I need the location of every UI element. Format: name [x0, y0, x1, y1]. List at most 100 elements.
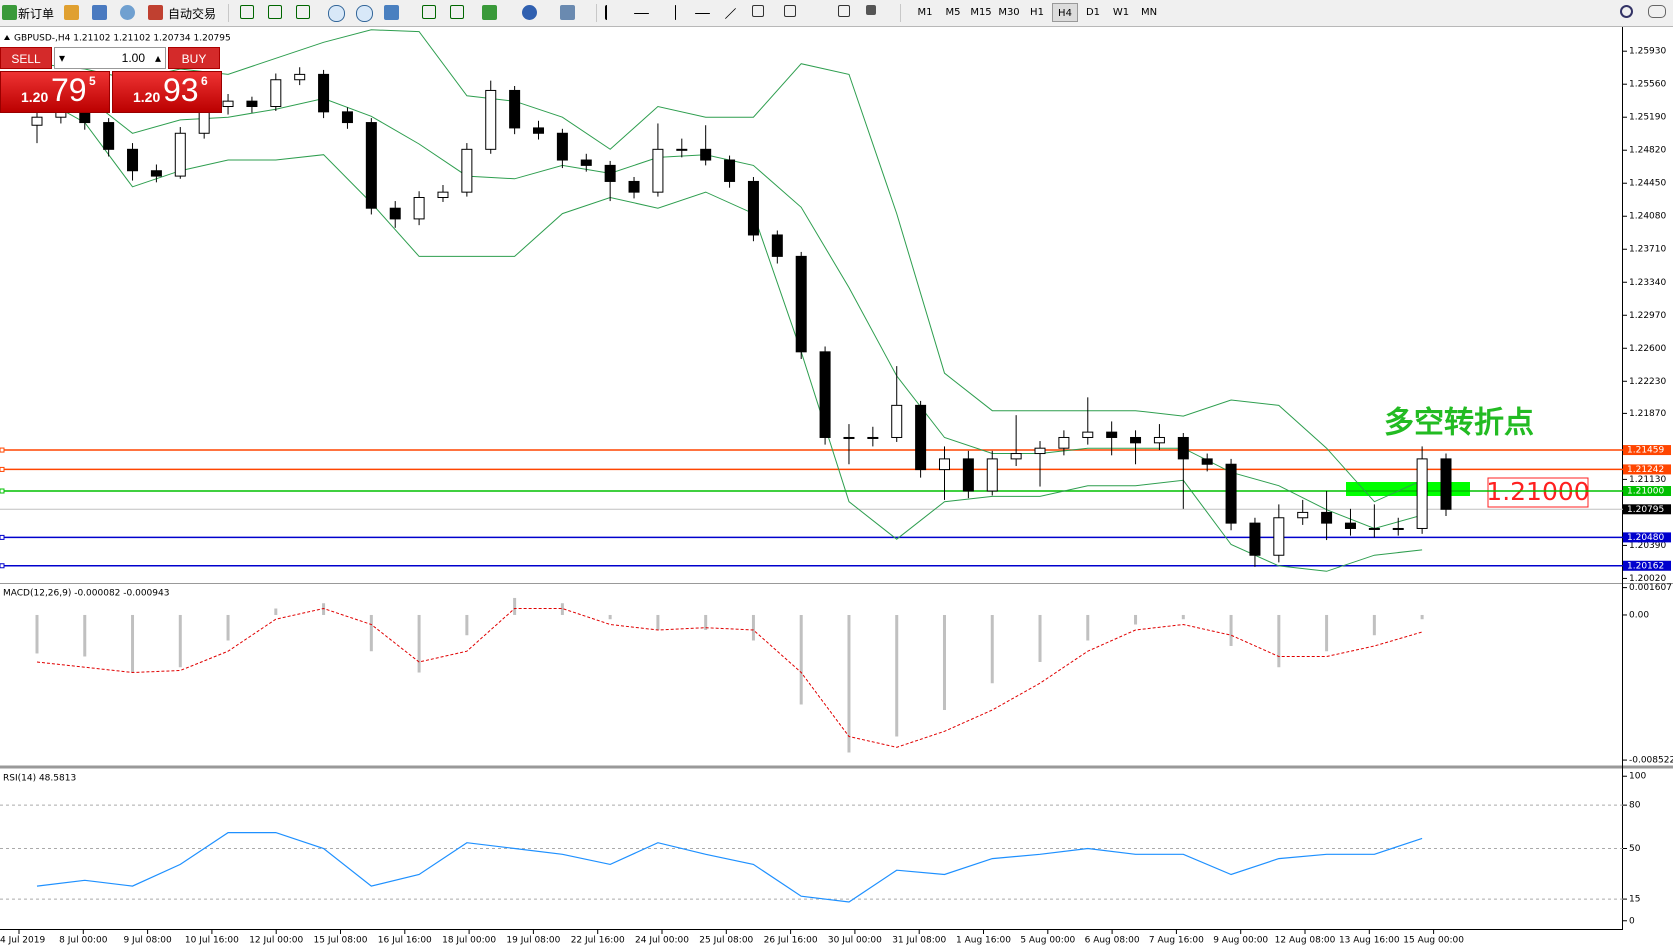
candle-chart-icon[interactable]	[268, 5, 282, 19]
indicators-icon[interactable]	[482, 5, 497, 20]
x-tick-label: 7 Aug 16:00	[1149, 936, 1204, 946]
lot-up[interactable]: ▴	[154, 51, 161, 65]
timeframe-button[interactable]: M30	[998, 7, 1020, 18]
annotation-box	[1487, 477, 1589, 508]
candle-body	[1297, 511, 1309, 519]
sell-price-prefix: 1.20	[21, 89, 49, 105]
periods-icon[interactable]	[522, 5, 537, 20]
timeframe-button[interactable]: M5	[945, 7, 961, 18]
x-tick-label: 22 Jul 16:00	[571, 936, 625, 946]
candle-body	[1082, 431, 1094, 438]
candle-body	[1273, 517, 1285, 556]
timeframe-button[interactable]: D1	[1085, 7, 1101, 18]
templates-icon[interactable]	[560, 5, 575, 20]
candle-body	[580, 159, 592, 166]
tile-icon[interactable]	[384, 5, 399, 20]
hline-icon[interactable]	[695, 13, 710, 14]
new-order-button[interactable]: 新订单	[18, 7, 55, 21]
buy-price-prefix: 1.20	[133, 89, 161, 105]
candle-body	[867, 436, 879, 439]
annotation-text: 多空转折点	[1384, 406, 1534, 441]
candle-body	[1440, 458, 1452, 510]
candle-body	[843, 436, 855, 439]
timeframe-button[interactable]: H4	[1052, 3, 1078, 22]
candle-body	[556, 132, 568, 161]
candle-body	[604, 164, 616, 182]
lot-field[interactable]: ▾ 1.00 ▴	[54, 47, 166, 69]
bollinger-upper	[36, 29, 1423, 503]
candle-body	[222, 100, 234, 108]
candle-body	[1368, 527, 1380, 530]
candle-body	[1058, 436, 1070, 449]
line-chart-icon[interactable]	[296, 5, 310, 19]
candle-body	[1249, 522, 1261, 556]
x-tick-label: 9 Jul 08:00	[123, 936, 172, 946]
lot-value[interactable]: 1.00	[121, 51, 145, 65]
candle-body	[127, 148, 139, 172]
search-icon[interactable]	[1620, 5, 1633, 18]
x-tick-label: 24 Jul 00:00	[635, 936, 689, 946]
buy-price-big: 93	[163, 72, 199, 108]
new-order-icon	[2, 5, 17, 20]
timeframe-button[interactable]: H1	[1030, 7, 1044, 18]
zoom-out-icon[interactable]	[356, 5, 373, 22]
price-level-label: 1.21000	[1627, 487, 1664, 497]
y-tick-label: 0.00	[1629, 610, 1649, 620]
candle-body	[1106, 431, 1118, 438]
candle-body	[795, 255, 807, 353]
label-icon[interactable]	[838, 5, 850, 17]
y-tick-label: 1.25190	[1629, 113, 1666, 123]
y-tick-label: 0	[1629, 916, 1635, 926]
candle-body	[437, 191, 449, 199]
candle-body	[819, 351, 831, 438]
scroll-icon[interactable]	[422, 5, 436, 19]
x-tick-label: 25 Jul 08:00	[699, 936, 753, 946]
price-level-label: 1.20480	[1627, 533, 1664, 543]
crosshair-icon[interactable]	[634, 13, 649, 14]
price-level-handle	[0, 488, 5, 494]
arrows-icon[interactable]	[866, 5, 876, 15]
x-tick-label: 26 Jul 16:00	[764, 936, 818, 946]
x-tick-label: 8 Jul 00:00	[59, 936, 108, 946]
bar-chart-icon[interactable]	[240, 5, 254, 19]
price-level-tag	[1623, 560, 1671, 571]
sell-button[interactable]: SELL	[0, 47, 52, 69]
price-level-handle	[0, 563, 5, 569]
x-tick-label: 15 Jul 08:00	[314, 936, 368, 946]
y-tick-label: 15	[1629, 895, 1640, 905]
x-tick-label: 1 Aug 16:00	[956, 936, 1011, 946]
separator	[596, 4, 597, 22]
sell-price-box[interactable]: 1.20 79 5	[0, 71, 110, 113]
timeframe-button[interactable]: MN	[1140, 7, 1158, 18]
candle-body	[246, 100, 258, 108]
chat-icon[interactable]	[1648, 5, 1666, 18]
one-click-trading-panel: SELL ▾ 1.00 ▴ BUY 1.20 79 5 1.20 93 6	[0, 47, 222, 113]
candle-body	[676, 148, 688, 151]
candle-body	[389, 207, 401, 220]
y-tick-label: 1.22600	[1629, 344, 1666, 354]
shift-icon[interactable]	[450, 5, 464, 19]
channel-icon[interactable]	[784, 5, 796, 17]
candle-body	[174, 132, 186, 177]
price-level-tag	[1623, 504, 1671, 515]
buy-button[interactable]: BUY	[168, 47, 220, 69]
candle-body	[485, 89, 497, 150]
buy-price-box[interactable]: 1.20 93 6	[112, 71, 222, 113]
y-tick-label: 1.22230	[1629, 377, 1666, 387]
vline-icon[interactable]	[675, 5, 676, 20]
fibo-icon[interactable]	[752, 5, 764, 17]
timeframe-button[interactable]: M1	[917, 7, 933, 18]
cursor-icon[interactable]	[605, 5, 615, 20]
x-tick-label: 10 Jul 16:00	[185, 936, 239, 946]
candle-body	[1201, 458, 1213, 465]
lot-down[interactable]: ▾	[59, 51, 66, 65]
icon	[120, 5, 135, 20]
x-tick-label: 9 Aug 00:00	[1213, 936, 1268, 946]
timeframe-button[interactable]: M15	[970, 7, 992, 18]
zoom-in-icon[interactable]	[328, 5, 345, 22]
x-tick-label: 13 Aug 16:00	[1339, 936, 1400, 946]
candle-body	[318, 73, 330, 113]
auto-trading-button[interactable]: 自动交易	[168, 7, 217, 21]
timeframe-button[interactable]: W1	[1112, 7, 1130, 18]
